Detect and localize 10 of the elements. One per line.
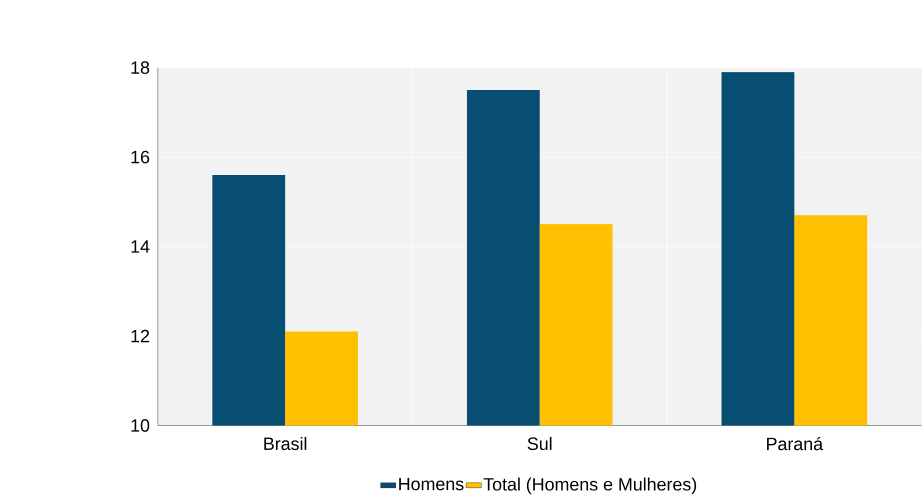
legend-label: Total (Homens e Mulheres)	[484, 478, 696, 494]
y-tick-label: 10	[131, 419, 150, 432]
x-tick-label: Brasil	[264, 437, 306, 450]
y-tick-label: 14	[131, 240, 150, 253]
x-tick-label: Sul	[528, 437, 552, 450]
legend-label: Homens	[399, 478, 464, 490]
y-tick-label: 16	[131, 150, 150, 164]
y-tick-label: 12	[131, 330, 150, 342]
x-tick-label: Paraná	[767, 437, 824, 450]
y-tick-label: 18	[131, 61, 150, 74]
